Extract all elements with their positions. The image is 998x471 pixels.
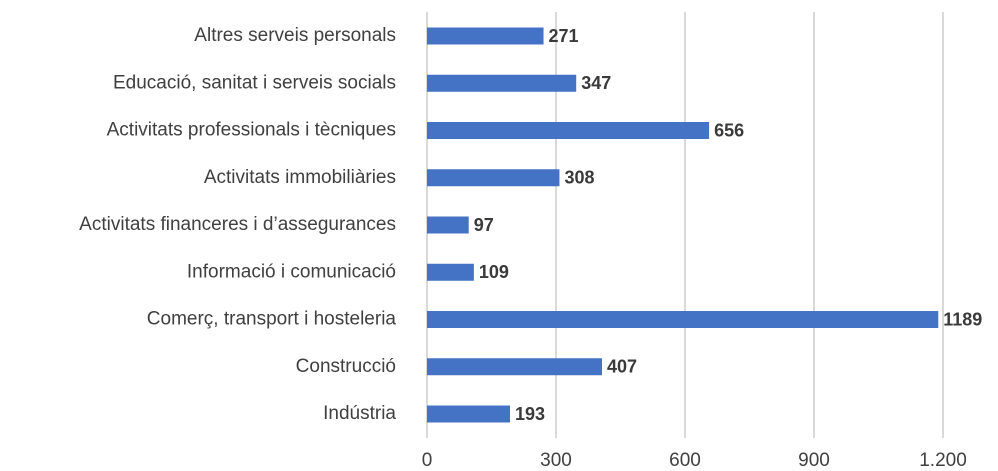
x-tick-label: 1.200 [919,450,967,471]
bar [427,358,603,376]
bar [427,74,577,92]
y-tick-label: Informació i comunicació [187,261,396,282]
bar [427,405,510,423]
data-label: 109 [479,262,509,282]
data-label: 656 [714,120,744,140]
x-tick-label: 0 [422,450,433,471]
y-tick-label: Activitats financeres i d’assegurances [79,214,396,235]
x-tick-label: 300 [540,450,572,471]
bar [427,122,710,139]
data-label: 407 [607,357,637,377]
y-tick-label: Educació, sanitat i serveis socials [113,72,396,93]
y-tick-label: Construcció [296,356,396,377]
bar [427,216,469,234]
data-label: 1189 [943,309,982,329]
bar [427,169,560,187]
y-tick-label: Comerç, transport i hosteleria [147,309,397,330]
y-tick-label: Indústria [323,403,396,424]
bar [427,27,544,45]
bar [427,263,474,281]
bar [427,311,939,328]
y-tick-label: Activitats immobiliàries [204,167,396,188]
data-label: 347 [581,73,611,93]
y-tick-label: Altres serveis personals [194,25,396,46]
data-label: 97 [474,215,494,235]
x-tick-label: 900 [798,450,830,471]
data-label: 193 [515,404,545,424]
x-tick-label: 600 [669,450,701,471]
data-label: 308 [564,168,594,188]
data-label: 271 [549,26,579,46]
y-tick-label: Activitats professionals i tècniques [107,120,396,141]
